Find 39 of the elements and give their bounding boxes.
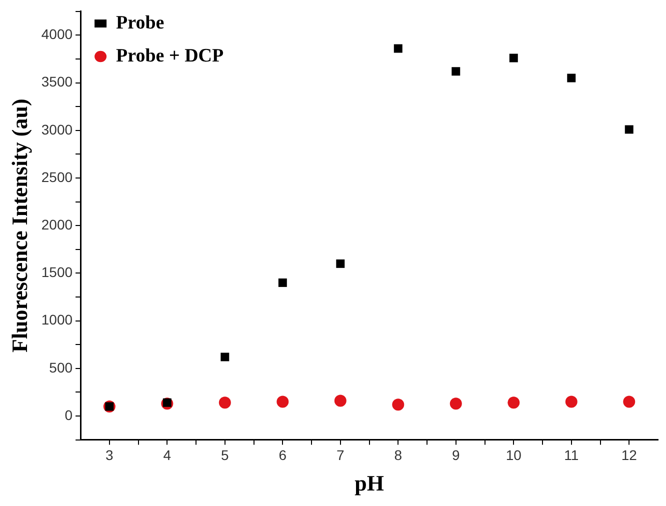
- x-axis-title: pH: [354, 470, 384, 496]
- x-tick-label: 4: [163, 447, 172, 464]
- x-tick-label: 12: [621, 447, 638, 464]
- y-tick-label: 1000: [41, 312, 73, 328]
- point: [336, 259, 345, 268]
- y-tick-label: 500: [49, 359, 73, 376]
- x-tick-label: 7: [336, 447, 344, 464]
- point: [623, 396, 636, 408]
- point: [567, 74, 576, 82]
- x-tick-label: 10: [506, 447, 522, 464]
- x-tick-label: 5: [221, 447, 230, 464]
- point: [276, 396, 289, 408]
- legend-label: Probe: [116, 12, 164, 34]
- y-tick-label: 0: [64, 406, 73, 423]
- y-tick-label: 1500: [41, 264, 73, 280]
- point: [565, 396, 578, 408]
- point: [452, 67, 460, 76]
- x-tick-label: 3: [106, 447, 114, 464]
- x-tick-label: 11: [564, 447, 579, 464]
- point: [624, 125, 634, 134]
- point: [278, 278, 287, 287]
- y-axis-title: Fluorescence Intensity (au): [6, 98, 32, 352]
- x-tick-label: 6: [278, 447, 287, 464]
- point: [218, 396, 231, 409]
- y-tick-label: 3500: [41, 74, 73, 90]
- y-tick-label: 2000: [41, 216, 73, 232]
- y-tick-label: 3000: [41, 121, 73, 138]
- point: [220, 352, 230, 362]
- point: [508, 396, 520, 409]
- x-tick-label: 8: [394, 447, 402, 464]
- x-tick-label: 9: [452, 447, 460, 464]
- y-tick-label: 4000: [41, 26, 73, 42]
- point: [450, 398, 462, 410]
- legend-label: Probe + DCP: [116, 45, 224, 66]
- point: [334, 394, 346, 407]
- point: [509, 54, 518, 62]
- point: [392, 398, 404, 411]
- point: [394, 44, 402, 53]
- y-tick-label: 2500: [41, 168, 73, 185]
